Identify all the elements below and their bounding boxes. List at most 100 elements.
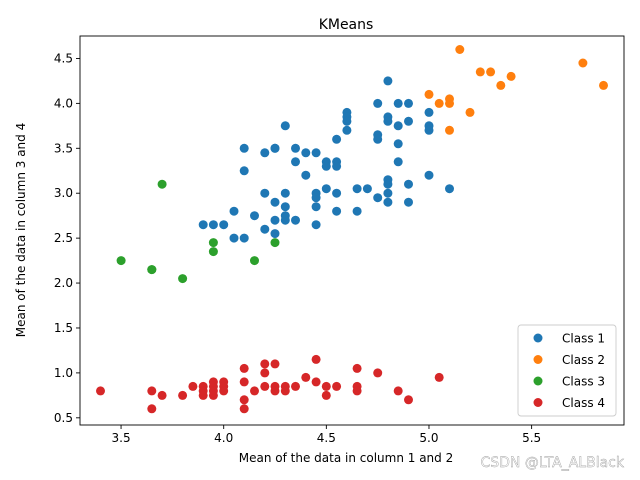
point-class-4-33 (321, 381, 331, 391)
point-class-2-6 (465, 107, 475, 117)
point-class-1-68 (424, 125, 434, 135)
point-class-4-35 (332, 381, 342, 391)
legend-label-class-1: Class 1 (562, 332, 605, 346)
point-class-3-8 (270, 238, 280, 248)
point-class-1-64 (404, 179, 413, 189)
legend-box (517, 324, 617, 417)
y-tick-label: 1.0 (54, 366, 73, 380)
point-class-4-2 (147, 404, 157, 414)
x-tick-label: 4.0 (214, 431, 233, 445)
x-tick-label: 4.5 (317, 431, 336, 445)
point-class-1-8 (250, 211, 259, 221)
point-class-2-8 (486, 67, 496, 77)
point-class-4-16 (239, 363, 249, 373)
point-class-1-51 (383, 76, 393, 86)
point-class-3-3 (157, 179, 167, 189)
point-class-1-14 (270, 197, 280, 207)
x-tick-label: 5.0 (419, 431, 438, 445)
point-class-1-2 (219, 220, 229, 230)
point-class-2-10 (506, 71, 516, 81)
point-class-1-11 (260, 148, 270, 158)
point-class-1-66 (424, 107, 434, 117)
point-class-1-33 (321, 161, 331, 171)
point-class-4-38 (352, 386, 362, 396)
point-class-1-6 (239, 166, 249, 176)
point-class-1-9 (260, 188, 270, 198)
point-class-1-53 (383, 116, 393, 126)
point-class-1-60 (393, 139, 403, 149)
point-class-1-59 (393, 121, 403, 131)
x-tick-label: 3.5 (112, 431, 131, 445)
point-class-1-46 (362, 184, 372, 194)
point-class-4-41 (404, 395, 413, 405)
point-class-1-35 (332, 134, 342, 144)
point-class-2-7 (475, 67, 485, 77)
y-tick-label: 1.5 (54, 321, 73, 335)
point-class-2-5 (455, 45, 465, 54)
point-class-1-30 (311, 202, 321, 212)
point-class-1-31 (311, 220, 321, 230)
point-class-1-47 (373, 98, 383, 108)
plot-frame (79, 35, 625, 426)
point-class-1-38 (332, 188, 342, 198)
point-class-4-26 (270, 386, 280, 396)
x-axis-label: Mean of the data in column 1 and 2 (239, 451, 453, 465)
point-class-2-11 (578, 58, 588, 68)
point-class-1-69 (424, 170, 434, 180)
point-class-1-29 (311, 193, 321, 203)
point-class-1-4 (229, 233, 239, 243)
y-axis-label: Mean of the data in column 3 and 4 (14, 123, 28, 337)
y-tick-label: 2.0 (54, 276, 73, 290)
point-class-1-42 (342, 116, 352, 126)
point-class-3-0 (116, 256, 126, 266)
point-class-1-58 (393, 98, 403, 108)
point-class-4-22 (260, 368, 270, 378)
point-class-1-22 (291, 143, 300, 153)
point-class-1-25 (301, 148, 311, 158)
watermark: CSDN @LTA_ALBlack (480, 455, 624, 471)
point-class-1-34 (321, 184, 331, 194)
data-points (96, 45, 608, 414)
point-class-1-16 (270, 229, 280, 239)
point-class-1-0 (198, 220, 208, 230)
legend-marker-class-2 (533, 355, 543, 364)
point-class-1-13 (270, 143, 280, 153)
point-class-1-1 (208, 220, 218, 230)
point-class-3-2 (147, 265, 157, 275)
point-class-4-1 (147, 386, 157, 396)
point-class-4-12 (208, 390, 218, 400)
point-class-4-32 (311, 377, 321, 387)
point-class-1-24 (291, 215, 300, 225)
y-axis-ticks: 0.5 1.0 1.5 2.0 2.5 3.0 3.5 4.0 4.5 (54, 51, 80, 425)
point-class-4-21 (260, 359, 270, 369)
legend-marker-class-1 (533, 333, 543, 343)
point-class-1-18 (280, 188, 290, 198)
legend-label-class-3: Class 3 (562, 375, 605, 389)
point-class-1-70 (445, 184, 454, 194)
point-class-1-5 (239, 233, 249, 243)
point-class-2-9 (496, 80, 506, 90)
point-class-3-6 (208, 247, 218, 257)
point-class-1-63 (404, 116, 413, 126)
point-class-4-36 (352, 363, 362, 373)
legend-marker-class-3 (533, 376, 543, 386)
point-class-4-20 (250, 386, 259, 396)
y-tick-label: 0.5 (54, 411, 73, 425)
point-class-1-49 (373, 134, 383, 144)
point-class-1-21 (280, 215, 290, 225)
point-class-1-7 (239, 143, 249, 153)
point-class-4-39 (373, 368, 383, 378)
point-class-1-43 (342, 125, 352, 135)
point-class-1-61 (393, 157, 403, 167)
point-class-4-15 (219, 386, 229, 396)
point-class-4-0 (96, 386, 105, 396)
point-class-1-17 (280, 121, 290, 131)
y-tick-label: 4.0 (54, 96, 73, 110)
legend-label-class-4: Class 4 (562, 396, 605, 410)
point-class-1-23 (291, 157, 300, 167)
point-class-4-3 (157, 390, 167, 400)
point-class-4-8 (198, 390, 208, 400)
point-class-1-62 (404, 98, 413, 108)
point-class-4-18 (239, 395, 249, 405)
point-class-2-0 (424, 89, 434, 99)
